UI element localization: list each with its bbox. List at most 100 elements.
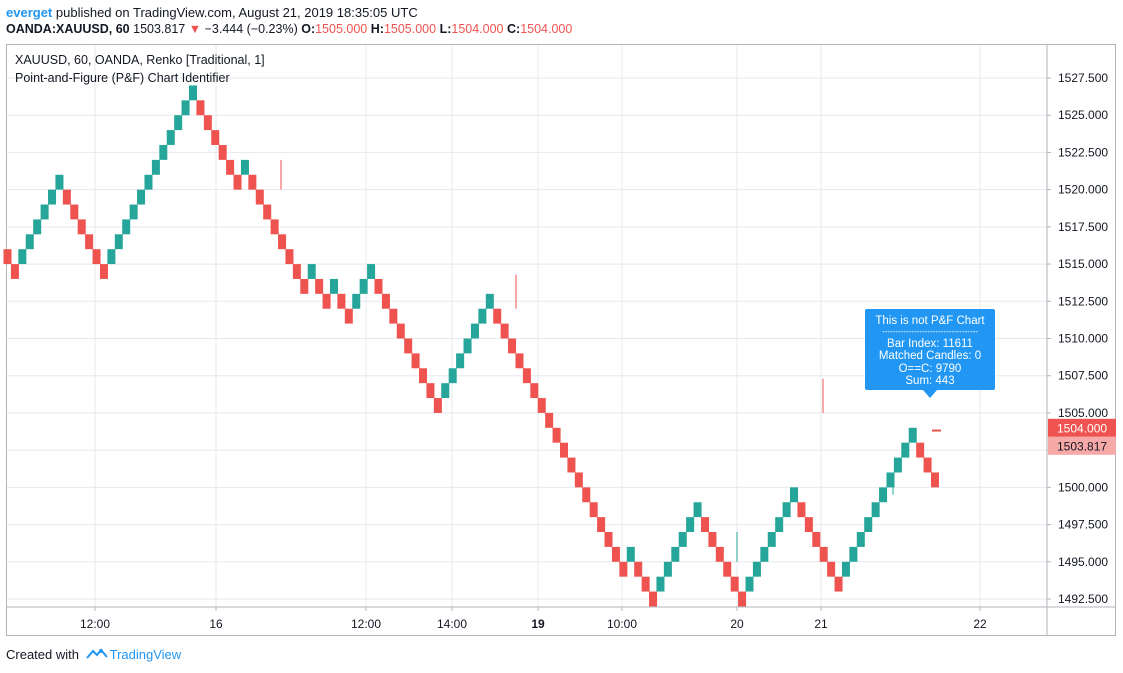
renko-brick-up [693, 502, 702, 518]
renko-brick-down [292, 264, 301, 279]
tooltip-box [865, 309, 995, 390]
renko-brick-up [359, 278, 368, 294]
tradingview-logo-icon[interactable] [85, 647, 108, 664]
renko-brick-down [804, 517, 813, 533]
renko-brick-up [367, 264, 376, 279]
renko-brick-down [62, 189, 71, 205]
y-tick-label: 1500.000 [1058, 480, 1108, 494]
renko-brick-up [181, 100, 190, 116]
y-tick-label: 1505.000 [1058, 406, 1108, 420]
x-tick-label: 19 [531, 617, 545, 631]
high-label: H: [370, 22, 384, 36]
renko-brick-down [233, 174, 242, 190]
renko-brick-up [879, 487, 888, 503]
renko-brick-down [597, 517, 606, 533]
renko-brick-down [522, 368, 531, 384]
prev-price-label-bg [1048, 436, 1116, 455]
last-price: 1503.817 [133, 22, 186, 36]
last-price-label-bg [1048, 418, 1116, 437]
y-tick-label: 1510.000 [1058, 332, 1108, 346]
series-legend[interactable]: XAUUSD, 60, OANDA, Renko [Traditional, 1… [15, 53, 265, 67]
renko-brick-down [196, 100, 205, 116]
renko-brick-up [782, 502, 791, 518]
tradingview-brand[interactable]: TradingView [109, 647, 182, 662]
x-tick-label: 16 [209, 617, 223, 631]
renko-brick-up [33, 219, 42, 235]
renko-brick-down [530, 383, 539, 399]
renko-brick-down [411, 353, 420, 369]
renko-brick-down [567, 457, 576, 473]
renko-brick-up [841, 561, 850, 577]
renko-brick-up [55, 174, 64, 190]
renko-brick-down [374, 278, 383, 294]
renko-brick-up [908, 427, 917, 443]
high-value: 1505.000 [383, 22, 437, 36]
renko-brick-up [901, 442, 910, 458]
renko-brick-up [470, 323, 479, 339]
tooltip-line: O==C: 9790 [899, 363, 962, 375]
renko-brick-down [218, 144, 227, 160]
renko-brick-down [923, 457, 932, 473]
last-price-label: 1504.000 [1057, 421, 1107, 435]
renko-brick-down [634, 561, 643, 577]
renko-brick-up [240, 159, 249, 175]
renko-brick-down [574, 472, 583, 488]
renko-brick-down [85, 234, 94, 250]
renko-brick-up [137, 189, 146, 205]
y-tick-label: 1497.500 [1058, 518, 1108, 532]
renko-brick-down [545, 412, 554, 428]
renko-brick-down [700, 517, 709, 533]
renko-brick-down [396, 323, 405, 339]
y-tick-label: 1507.500 [1058, 369, 1108, 383]
low-label: L: [439, 22, 452, 36]
renko-brick-down [834, 576, 843, 592]
renko-brick-up [849, 546, 858, 562]
indicator-legend[interactable]: Point-and-Figure (P&F) Chart Identifier [15, 71, 230, 85]
renko-brick-down [493, 308, 502, 324]
y-tick-label: 1520.000 [1058, 183, 1108, 197]
renko-brick-up [463, 338, 472, 354]
renko-brick-up [678, 532, 687, 547]
renko-brick-up [329, 278, 338, 294]
renko-brick-up [663, 561, 672, 577]
renko-brick-down [322, 293, 331, 309]
renko-brick-up [656, 576, 665, 592]
renko-brick-down [797, 502, 806, 518]
renko-brick-down [559, 442, 569, 458]
chart-panel[interactable] [6, 44, 1116, 636]
author-link[interactable]: everget [6, 5, 53, 20]
renko-brick-up [159, 144, 168, 160]
renko-brick-down [381, 293, 390, 309]
renko-brick-down [344, 308, 353, 324]
renko-brick-down [255, 189, 264, 205]
renko-brick-down [404, 338, 413, 354]
renko-brick-down [552, 427, 561, 443]
renko-brick-down [99, 264, 108, 279]
x-tick-label: 12:00 [351, 617, 381, 631]
renko-brick-up [871, 502, 880, 518]
renko-brick-down [819, 546, 828, 562]
renko-brick-up [485, 293, 494, 309]
x-tick-label: 21 [814, 617, 828, 631]
renko-brick-up [40, 204, 49, 220]
renko-brick-down [611, 546, 620, 562]
renko-brick-down [278, 234, 287, 250]
renko-brick-up [174, 115, 183, 131]
tooltip-line: Matched Candles: 0 [879, 350, 981, 362]
tooltip-line: Bar Index: 11611 [887, 338, 973, 350]
renko-brick-down [619, 561, 628, 577]
renko-brick-up [886, 472, 895, 488]
footer: Created with TradingView [6, 647, 181, 664]
renko-brick-up [166, 130, 175, 145]
x-tick-label: 20 [730, 617, 744, 631]
renko-brick-up [129, 204, 138, 220]
renko-brick-up [864, 517, 873, 533]
renko-brick-down [537, 398, 546, 413]
created-with-text: Created with [6, 647, 79, 662]
renko-brick-down [515, 353, 524, 369]
renko-brick-up [893, 457, 902, 473]
renko-brick-down [337, 293, 346, 309]
renko-brick-down [389, 308, 398, 324]
renko-brick-up [25, 234, 34, 250]
